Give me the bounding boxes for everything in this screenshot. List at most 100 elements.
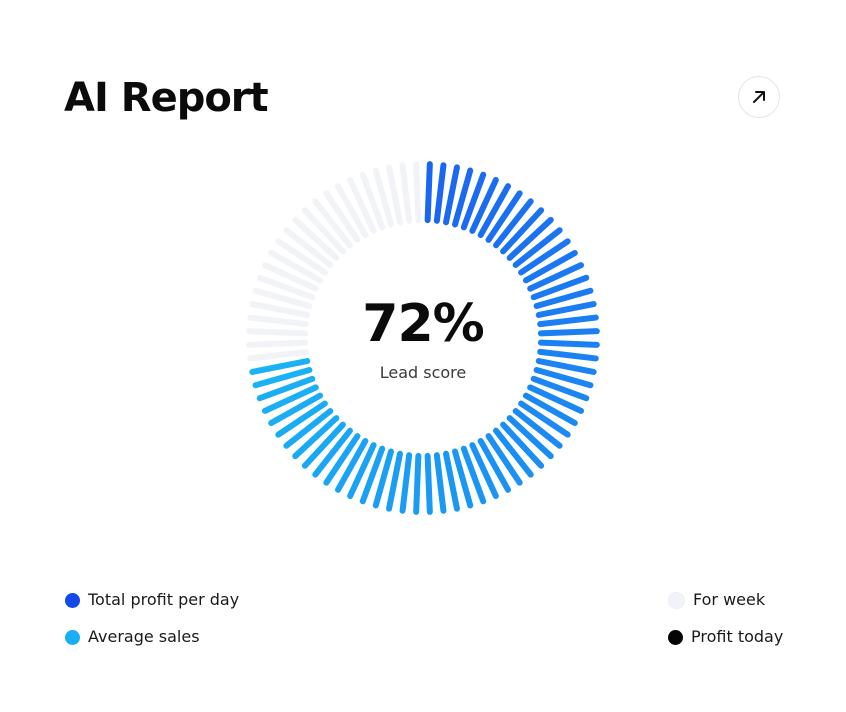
gauge-tick-active [512,227,563,268]
gauge-tick-active [535,301,597,318]
gauge-tick-active [443,164,460,226]
gauge-tick-active [452,167,474,228]
gauge-tick-active [537,339,600,348]
gauge-tick-active [469,176,499,234]
gauge-tick-inactive [246,328,309,337]
gauge-tick-active [522,249,578,284]
legend-label: For week [693,590,766,609]
gauge-tick-active [485,190,523,243]
gauge-tick-active [533,367,594,389]
gauge-tick-active [424,161,433,224]
gauge-tick-active [512,408,563,449]
gauge-tick-inactive [247,314,309,328]
gauge-tick-active [477,183,512,239]
gauge-tick-active [469,442,499,500]
legend-label: Total profit per day [88,590,240,609]
legend-dot [668,591,685,609]
lead-score-gauge: 72% Lead score [243,158,603,518]
gauge-tick-active [485,433,523,486]
gauge-tick-inactive [372,167,394,228]
legend-label: Profit today [691,627,784,646]
legend-left: Total profit per day Average sales [65,590,239,647]
gauge-tick-active [506,216,554,261]
gauge-tick-inactive [261,262,319,292]
gauge-value: 72% [362,294,484,354]
gauge-tick-inactive [334,183,369,239]
gauge-tick-active [413,452,422,515]
gauge-tick-active [493,198,534,249]
gauge-tick-active [283,408,334,449]
gauge-tick-inactive [359,171,386,231]
gauge-tick-active [527,262,585,292]
expand-button[interactable] [738,76,780,118]
gauge-tick-inactive [247,348,309,362]
legend-item: Profit today [668,627,783,647]
gauge-tick-active [261,384,319,414]
gauge-tick-active [460,171,487,231]
legend-item: Average sales [65,627,239,647]
gauge-tick-active [537,328,600,337]
gauge-tick-active [256,375,316,402]
legend-label: Average sales [88,627,200,646]
gauge-tick-active [500,421,545,469]
gauge-tick-active [292,415,340,460]
gauge-tick-inactive [301,207,346,255]
gauge-tick-active [268,392,324,427]
gauge-tick-inactive [249,301,311,318]
gauge-tick-inactive [292,216,340,261]
gauge-tick-active [530,274,590,301]
gauge-tick-active [518,238,571,276]
gauge-tick-active [493,427,534,478]
gauge-tick-active [460,445,487,505]
gauge-tick-active [386,450,403,512]
gauge-tick-active [249,358,311,375]
page-title: AI Report [64,75,269,121]
gauge-tick-inactive [413,161,422,224]
gauge-tick-active [477,437,512,493]
legend-dot [65,629,80,645]
gauge-tick-active [372,448,394,509]
legend-dot [668,629,683,645]
gauge-tick-active [301,421,346,469]
legend-item: Total profit per day [65,590,239,610]
gauge-tick-active [399,452,413,514]
gauge-tick-active [323,433,361,486]
gauge-tick-inactive [399,162,413,224]
gauge-tick-active [500,207,545,255]
gauge-tick-active [537,348,599,362]
gauge-tick-active [535,358,597,375]
gauge-tick-inactive [252,287,313,309]
gauge-tick-inactive [283,227,334,268]
gauge-tick-active [443,450,460,512]
gauge-tick-active [312,427,353,478]
gauge-tick-active [537,314,599,328]
gauge-ticks [246,161,600,515]
gauge-tick-active [359,445,386,505]
gauge-tick-inactive [386,164,403,226]
legend-dot [65,592,80,608]
gauge-tick-active [522,392,578,427]
gauge-tick-active [533,287,594,309]
gauge-tick-active [506,415,554,460]
gauge-tick-active [518,400,571,438]
gauge-tick-active [433,452,447,514]
gauge-tick-active [452,448,474,509]
gauge-tick-inactive [268,249,324,284]
gauge-tick-active [424,452,433,515]
gauge-tick-inactive [246,339,309,348]
gauge-label: Lead score [379,363,467,382]
gauge-tick-active [530,375,590,402]
legend-right: For week Profit today [668,590,783,647]
gauge-tick-inactive [275,238,328,276]
gauge-tick-active [334,437,369,493]
gauge-tick-inactive [256,274,316,301]
gauge-tick-active [275,400,328,438]
arrow-up-right-icon [751,89,767,105]
gauge-tick-inactive [347,176,377,234]
gauge-tick-active [347,442,377,500]
gauge-tick-inactive [312,198,353,249]
gauge-tick-active [527,384,585,414]
legend-item: For week [668,590,783,610]
gauge-tick-active [252,367,313,389]
